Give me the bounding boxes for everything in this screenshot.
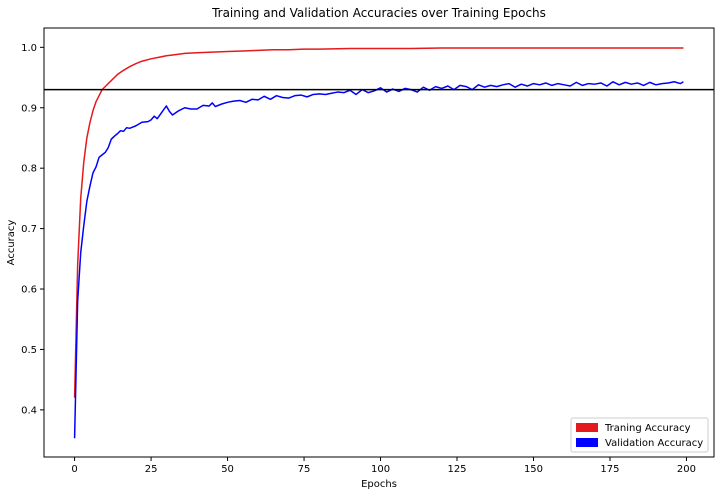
x-tick-label: 150 bbox=[524, 464, 543, 475]
x-tick-label: 100 bbox=[371, 464, 390, 475]
x-tick-label: 50 bbox=[221, 464, 234, 475]
series-layer bbox=[44, 47, 714, 439]
legend-label-training: Traning Accuracy bbox=[604, 423, 691, 434]
plot-frame bbox=[43, 27, 715, 458]
legend-label-validation: Validation Accuracy bbox=[605, 438, 703, 449]
y-tick-label: 0.5 bbox=[21, 345, 37, 356]
x-tick-label: 0 bbox=[71, 464, 77, 475]
y-tick-label: 0.8 bbox=[21, 164, 37, 175]
legend-swatch-validation bbox=[576, 438, 598, 447]
x-tick-label: 200 bbox=[677, 464, 696, 475]
legend-box bbox=[570, 417, 709, 453]
x-tick-label: 125 bbox=[447, 464, 466, 475]
x-tick-label: 175 bbox=[600, 464, 619, 475]
chart-title: Training and Validation Accuracies over … bbox=[211, 6, 546, 20]
x-tick-label: 25 bbox=[145, 464, 158, 475]
y-tick-label: 0.6 bbox=[21, 285, 37, 296]
axes-layer: 0 25 50 75 100 125 150 175 200 0.4 0.5 0.6 0.7 0.8 0.9… bbox=[21, 43, 696, 475]
x-tick-label: 75 bbox=[298, 464, 311, 475]
plot-area bbox=[43, 27, 715, 458]
series-line-0 bbox=[73, 47, 684, 398]
legend-swatch-training bbox=[576, 423, 598, 432]
series-line-1 bbox=[73, 81, 684, 439]
y-tick-label: 0.7 bbox=[21, 224, 37, 235]
y-tick-label: 0.4 bbox=[21, 405, 37, 416]
x-axis-label: Epochs bbox=[361, 479, 397, 490]
legend: Traning Accuracy Validation Accuracy bbox=[570, 417, 709, 453]
y-axis-label: Accuracy bbox=[6, 220, 17, 266]
y-tick-label: 1.0 bbox=[21, 43, 37, 54]
y-tick-label: 0.9 bbox=[21, 103, 37, 114]
